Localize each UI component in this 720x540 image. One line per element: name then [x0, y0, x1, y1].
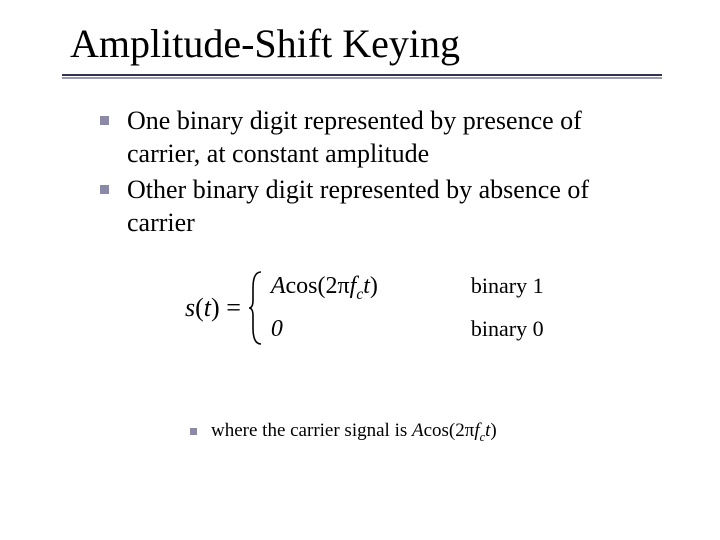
- title-underline-shadow: [62, 77, 662, 79]
- formula-cases: Acos(2πfct) binary 1 0 binary 0: [271, 273, 544, 343]
- formula-case-0: 0 binary 0: [271, 316, 544, 343]
- case-expr: 0: [271, 316, 421, 343]
- bullet-list: One binary digit represented by presence…: [100, 105, 660, 243]
- formula-lhs: s(t) =: [185, 293, 241, 323]
- slide: Amplitude-Shift Keying One binary digit …: [0, 0, 720, 540]
- formula: s(t) = Acos(2πfct) binary 1 0 binary 0: [185, 270, 615, 346]
- slide-title: Amplitude-Shift Keying: [70, 20, 460, 67]
- bullet-text: One binary digit represented by presence…: [127, 105, 660, 170]
- case-label: binary 1: [471, 273, 544, 299]
- case-label: binary 0: [471, 316, 544, 342]
- subnote: where the carrier signal is Acos(2πfct): [190, 420, 497, 445]
- subnote-text: where the carrier signal is Acos(2πfct): [211, 420, 497, 445]
- bullet-item: One binary digit represented by presence…: [100, 105, 660, 170]
- brace-icon: [247, 270, 265, 346]
- bullet-text: Other binary digit represented by absenc…: [127, 174, 660, 239]
- formula-case-1: Acos(2πfct) binary 1: [271, 273, 544, 304]
- bullet-item: Other binary digit represented by absenc…: [100, 174, 660, 239]
- bullet-icon: [100, 116, 109, 125]
- case-expr: Acos(2πfct): [271, 273, 421, 304]
- title-underline: [62, 74, 662, 76]
- bullet-icon: [100, 185, 109, 194]
- bullet-icon: [190, 428, 197, 435]
